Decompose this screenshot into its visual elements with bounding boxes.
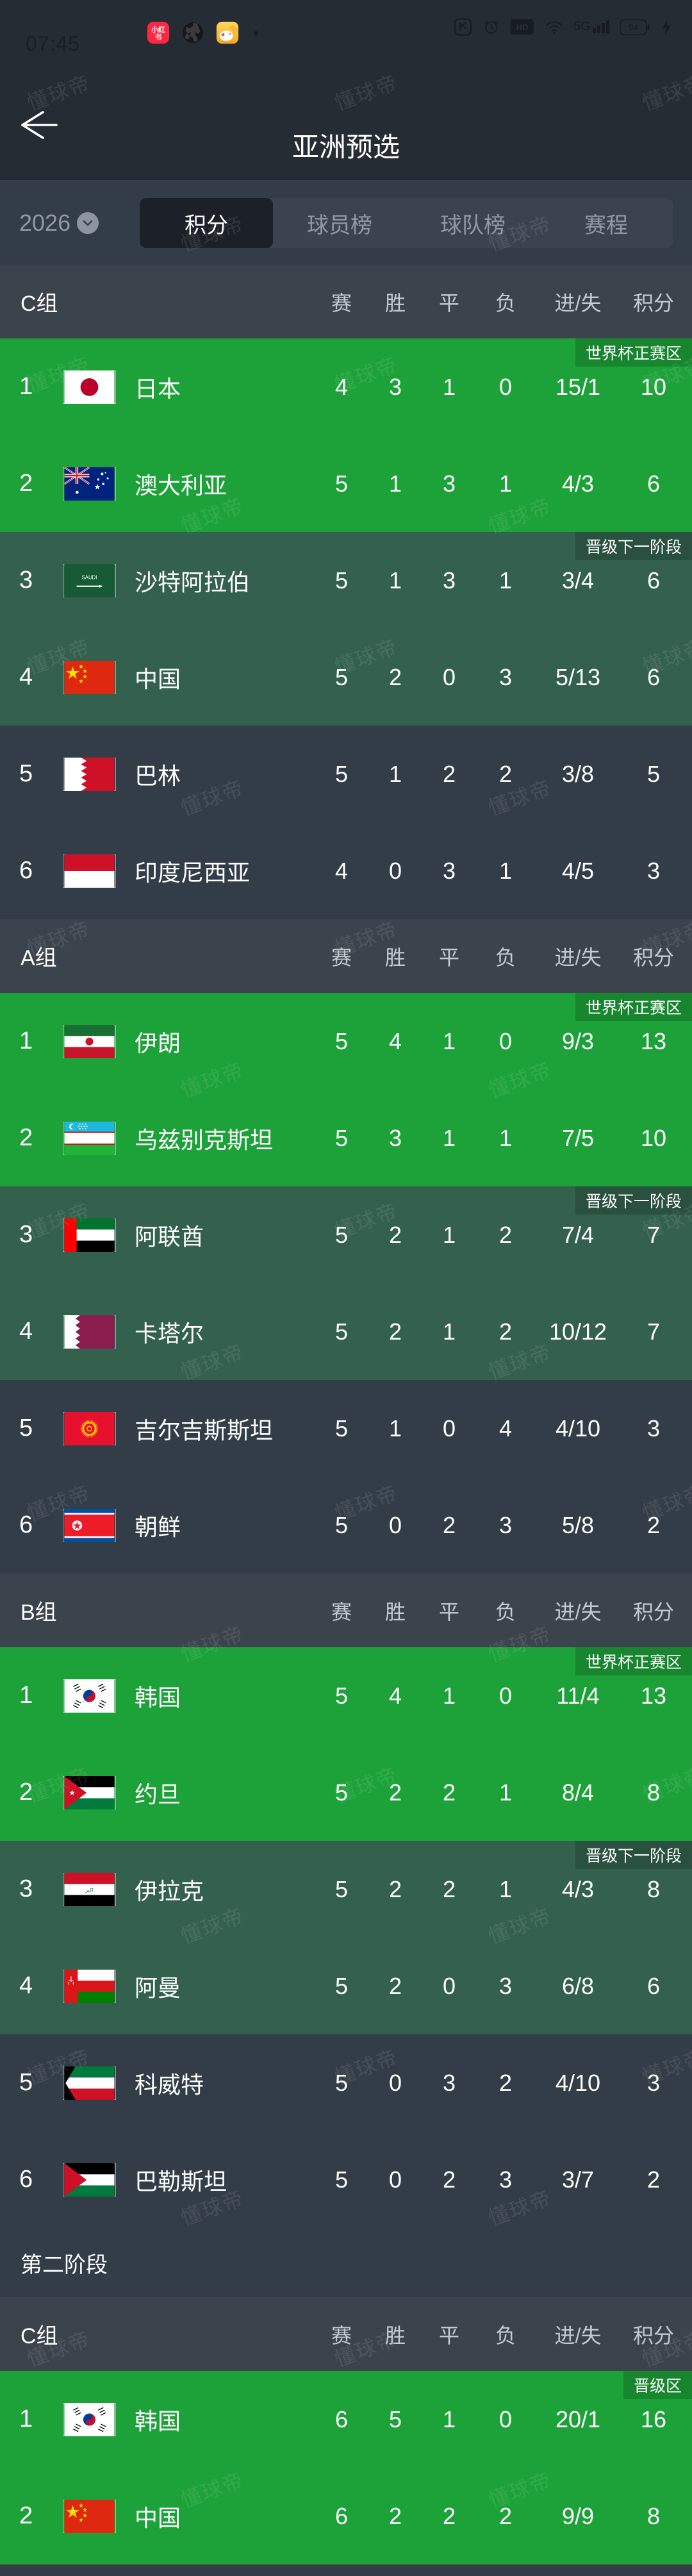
svg-text:94: 94 xyxy=(629,22,639,32)
svg-text:HD: HD xyxy=(516,22,528,32)
svg-text:书: 书 xyxy=(155,32,162,41)
svg-text:SAUDI: SAUDI xyxy=(82,574,97,580)
svg-text:اكبر: اكبر xyxy=(85,1887,94,1893)
svg-text:小红: 小红 xyxy=(151,25,165,34)
